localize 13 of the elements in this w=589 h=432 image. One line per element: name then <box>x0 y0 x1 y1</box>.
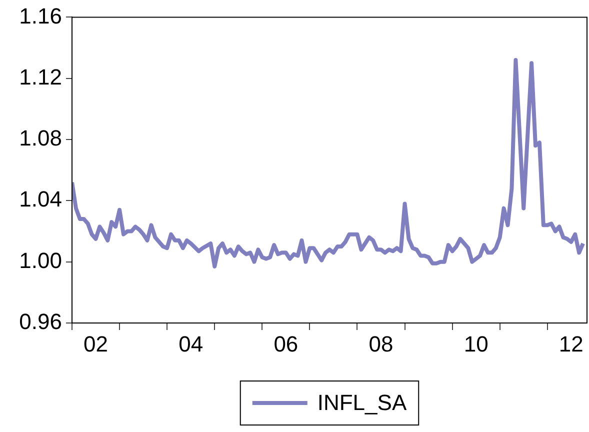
y-tick-label: 1.04 <box>19 186 62 212</box>
x-tick-label: 06 <box>274 331 298 356</box>
x-tick-label: 04 <box>178 331 204 356</box>
x-tick-label: 08 <box>368 331 394 356</box>
x-tick-label: 12 <box>558 331 584 356</box>
x-tick-label: 02 <box>84 331 108 356</box>
y-tick-label: 1.08 <box>19 126 62 151</box>
y-tick-label: 0.96 <box>19 309 62 334</box>
legend-label: INFL_SA <box>317 390 407 416</box>
x-tick-label: 10 <box>464 331 488 356</box>
y-tick-label: 1.00 <box>19 248 62 273</box>
y-tick-label: 1.16 <box>19 3 62 28</box>
y-tick-label: 1.12 <box>19 64 62 90</box>
